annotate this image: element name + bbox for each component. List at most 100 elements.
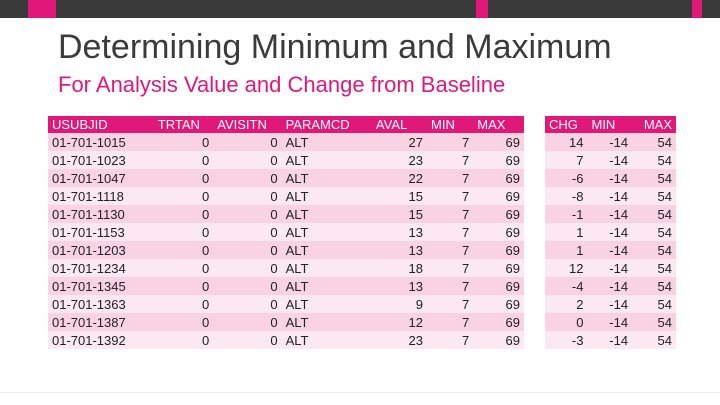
table-row: 01-701-1387 0 0 ALT 12 7 69 <box>48 313 524 331</box>
column-header: AVISITN <box>213 116 282 133</box>
table-cell: 54 <box>632 133 676 151</box>
table-cell: 0 <box>153 169 214 187</box>
column-header: MAX <box>473 116 524 133</box>
top-accent-segment <box>28 0 56 18</box>
table-row: 01-701-1047 0 0 ALT 22 7 69 <box>48 169 524 187</box>
table-row: 01-701-1345 0 0 ALT 13 7 69 <box>48 277 524 295</box>
table-row: 01-701-1153 0 0 ALT 13 7 69 <box>48 223 524 241</box>
table-cell: 0 <box>213 277 282 295</box>
table-cell: -14 <box>587 151 633 169</box>
table-cell: -14 <box>587 223 633 241</box>
table-cell: 0 <box>213 241 282 259</box>
table-cell: ALT <box>281 223 372 241</box>
column-header: PARAMCD <box>281 116 372 133</box>
table-row: -3 -14 54 <box>545 331 676 349</box>
table-cell: 0 <box>153 133 214 151</box>
table-cell: ALT <box>281 259 372 277</box>
table-cell: 7 <box>427 295 474 313</box>
column-header: MIN <box>587 116 633 133</box>
table-cell: -14 <box>587 277 633 295</box>
table-row: 01-701-1118 0 0 ALT 15 7 69 <box>48 187 524 205</box>
table-cell: 69 <box>473 223 524 241</box>
table-header-row: CHG MIN MAX <box>545 116 676 133</box>
table-cell: 0 <box>213 313 282 331</box>
table-cell: -8 <box>545 187 588 205</box>
table-cell: 54 <box>632 277 676 295</box>
table-header-row: USUBJID TRTAN AVISITN PARAMCD AVAL MIN M… <box>48 116 524 133</box>
table-cell: 0 <box>213 187 282 205</box>
table-cell: 1 <box>545 223 588 241</box>
column-header: USUBJID <box>48 116 154 133</box>
table-cell: ALT <box>281 187 372 205</box>
table-cell: 2 <box>545 295 588 313</box>
table-cell: 22 <box>371 169 427 187</box>
table-cell: 54 <box>632 205 676 223</box>
table-cell: 7 <box>427 331 474 349</box>
table-cell: 0 <box>213 331 282 349</box>
table-cell: 0 <box>153 223 214 241</box>
table-cell: 23 <box>371 331 427 349</box>
table-cell: 69 <box>473 259 524 277</box>
table-cell: 0 <box>153 241 214 259</box>
table-cell: -14 <box>587 187 633 205</box>
table-cell: 7 <box>427 241 474 259</box>
table-cell: 69 <box>473 331 524 349</box>
table-cell: 7 <box>427 277 474 295</box>
bottom-divider <box>0 392 720 393</box>
table-cell: -3 <box>545 331 588 349</box>
table-cell: 7 <box>427 259 474 277</box>
table-cell: -6 <box>545 169 588 187</box>
table-row: 01-701-1363 0 0 ALT 9 7 69 <box>48 295 524 313</box>
table-row: -8 -14 54 <box>545 187 676 205</box>
table-row: 12 -14 54 <box>545 259 676 277</box>
table-row: 1 -14 54 <box>545 241 676 259</box>
table-cell: -14 <box>587 205 633 223</box>
slide-subtitle: For Analysis Value and Change from Basel… <box>58 72 506 97</box>
table-cell: 13 <box>371 277 427 295</box>
table-cell: 23 <box>371 151 427 169</box>
table-cell: 13 <box>371 241 427 259</box>
table-cell: 69 <box>473 295 524 313</box>
table-cell: ALT <box>281 313 372 331</box>
table-cell: 54 <box>632 313 676 331</box>
table-cell: 01-701-1203 <box>48 241 154 259</box>
table-cell: ALT <box>281 151 372 169</box>
table-cell: -1 <box>545 205 588 223</box>
table-row: -6 -14 54 <box>545 169 676 187</box>
table-cell: -4 <box>545 277 588 295</box>
table-cell: 9 <box>371 295 427 313</box>
column-header: AVAL <box>371 116 427 133</box>
table-cell: 7 <box>427 187 474 205</box>
table-cell: ALT <box>281 241 372 259</box>
table-row: 01-701-1015 0 0 ALT 27 7 69 <box>48 133 524 151</box>
table-cell: 69 <box>473 169 524 187</box>
table-cell: 7 <box>427 133 474 151</box>
table-cell: -14 <box>587 169 633 187</box>
top-decor-bar <box>0 0 720 18</box>
table-cell: 0 <box>213 205 282 223</box>
table-row: 1 -14 54 <box>545 223 676 241</box>
table-cell: 69 <box>473 205 524 223</box>
table-cell: 7 <box>545 151 588 169</box>
table-cell: 01-701-1153 <box>48 223 154 241</box>
table-cell: 0 <box>213 223 282 241</box>
table-row: 01-701-1023 0 0 ALT 23 7 69 <box>48 151 524 169</box>
table-row: 01-701-1234 0 0 ALT 18 7 69 <box>48 259 524 277</box>
table-row: 01-701-1203 0 0 ALT 13 7 69 <box>48 241 524 259</box>
table-cell: 12 <box>545 259 588 277</box>
table-row: 14 -14 54 <box>545 133 676 151</box>
table-cell: 7 <box>427 151 474 169</box>
table-cell: ALT <box>281 133 372 151</box>
table-cell: 69 <box>473 277 524 295</box>
analysis-value-table: USUBJID TRTAN AVISITN PARAMCD AVAL MIN M… <box>48 116 524 349</box>
column-header: TRTAN <box>153 116 214 133</box>
table-cell: 01-701-1118 <box>48 187 154 205</box>
table-cell: 0 <box>153 331 214 349</box>
table-cell: 69 <box>473 133 524 151</box>
table-cell: 15 <box>371 205 427 223</box>
table-row: 01-701-1392 0 0 ALT 23 7 69 <box>48 331 524 349</box>
table-cell: 0 <box>153 313 214 331</box>
table-cell: 0 <box>213 169 282 187</box>
table-cell: 14 <box>545 133 588 151</box>
table-cell: 0 <box>153 277 214 295</box>
